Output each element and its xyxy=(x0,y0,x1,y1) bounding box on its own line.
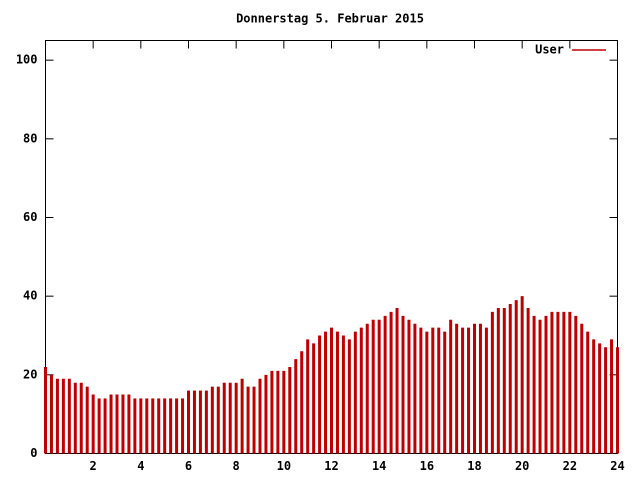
y-tick-label: 80 xyxy=(23,131,37,145)
y-tick-label: 60 xyxy=(23,210,37,224)
y-tick-label: 100 xyxy=(16,53,38,67)
x-tick-label: 4 xyxy=(137,459,144,473)
legend-label: User xyxy=(535,43,564,57)
y-tick-label: 40 xyxy=(23,289,37,303)
x-tick-label: 22 xyxy=(563,459,577,473)
y-tick-label: 20 xyxy=(23,367,37,381)
x-tick-label: 20 xyxy=(515,459,529,473)
x-tick-label: 10 xyxy=(277,459,291,473)
x-tick-label: 24 xyxy=(610,459,624,473)
x-tick-label: 14 xyxy=(372,459,386,473)
x-tick-label: 16 xyxy=(420,459,434,473)
x-tick-label: 6 xyxy=(185,459,192,473)
y-tick-label: 0 xyxy=(30,446,37,460)
x-tick-label: 2 xyxy=(90,459,97,473)
x-tick-label: 18 xyxy=(467,459,481,473)
x-tick-label: 8 xyxy=(233,459,240,473)
chart-title: Donnerstag 5. Februar 2015 xyxy=(236,12,424,26)
x-tick-label: 12 xyxy=(324,459,338,473)
